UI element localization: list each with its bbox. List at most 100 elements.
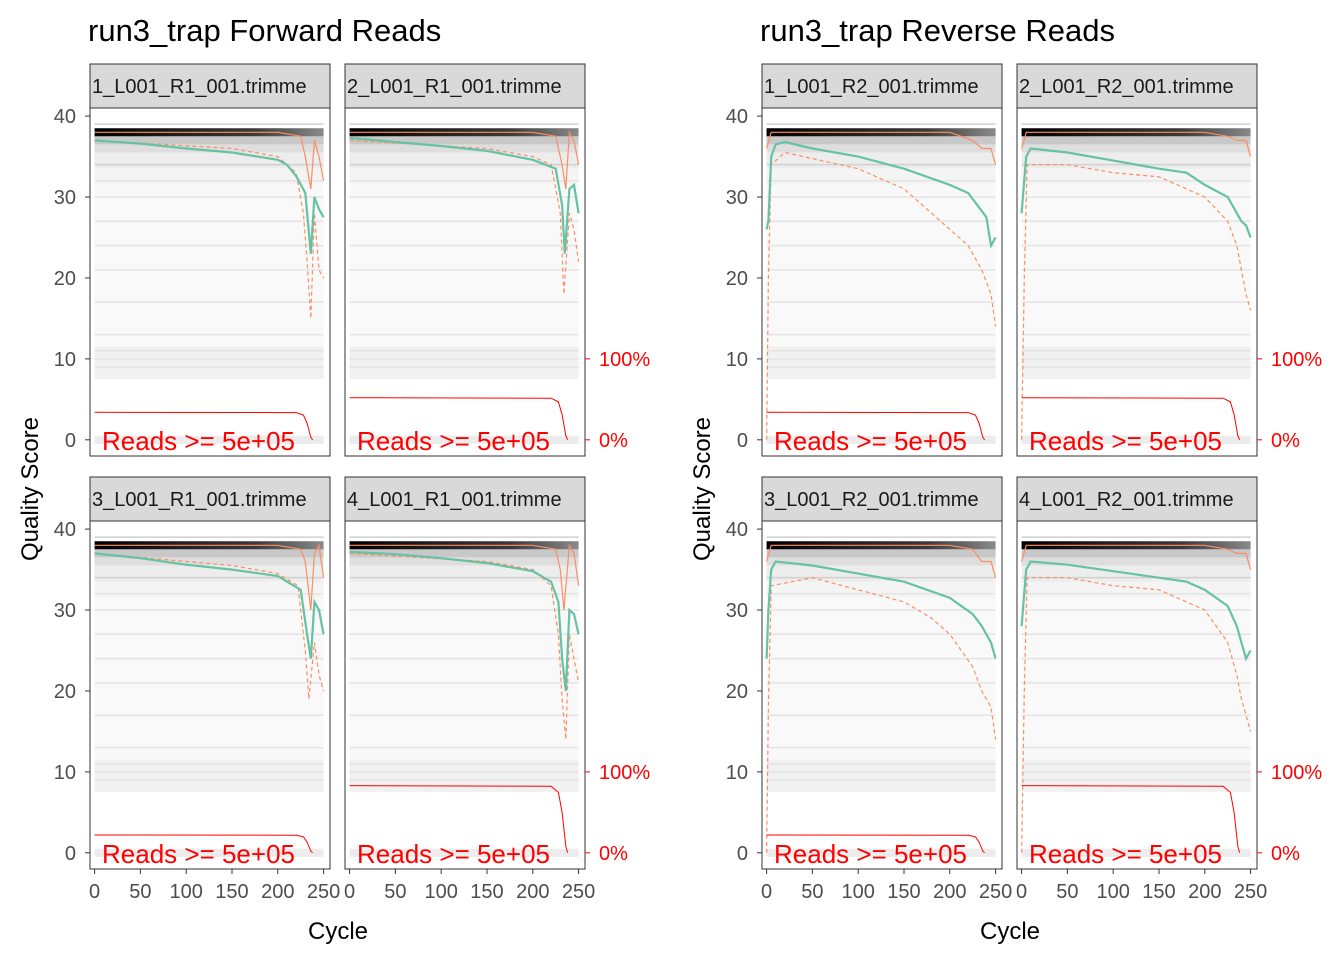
y-tick-label: 40 xyxy=(726,106,748,128)
facet-strip xyxy=(89,63,331,109)
reads-threshold-label: Reads >= 5e+05 xyxy=(357,839,550,869)
y-tick-label: 0 xyxy=(65,843,76,865)
x-axis-label: Cycle xyxy=(980,918,1040,945)
mean-quality-line xyxy=(765,560,997,659)
mean-quality-line xyxy=(1020,147,1252,238)
reads-threshold-label: Reads >= 5e+05 xyxy=(102,839,295,869)
right-axis-label: 100% xyxy=(1271,762,1322,784)
reads-threshold-label: Reads >= 5e+05 xyxy=(774,426,967,456)
y-tick-label: 20 xyxy=(726,268,748,290)
quantile-75-line xyxy=(1021,131,1252,157)
reads-threshold-label: Reads >= 5e+05 xyxy=(357,426,550,456)
panel-border xyxy=(1016,520,1258,870)
x-tick-label: 0 xyxy=(1016,881,1027,903)
quality-heatmap xyxy=(766,536,996,857)
quantile-25-line xyxy=(349,552,580,740)
quantile-75-line xyxy=(94,543,325,611)
y-tick-label: 20 xyxy=(54,268,76,290)
quality-heatmap xyxy=(349,123,579,444)
facet-panel: 2_L001_R1_001.trimme Reads >= 5e+05 100% 0% xyxy=(344,63,650,457)
quantile-25-line xyxy=(94,552,325,700)
x-tick-label: 200 xyxy=(516,881,549,903)
y-tick-label: 10 xyxy=(726,349,748,371)
y-tick-label: 40 xyxy=(726,519,748,541)
right-axis-label: 0% xyxy=(599,430,628,452)
x-tick-label: 250 xyxy=(979,881,1012,903)
x-tick-label: 250 xyxy=(562,881,595,903)
y-tick-label: 30 xyxy=(54,600,76,622)
y-tick-label: 10 xyxy=(726,762,748,784)
facet-strip-label: 1_L001_R2_001.trimme xyxy=(764,76,979,98)
x-tick-label: 0 xyxy=(89,881,100,903)
panel-border xyxy=(761,107,1003,457)
y-tick-label: 0 xyxy=(737,843,748,865)
reads-fraction-line xyxy=(1021,397,1241,440)
chart-reverse: run3_trap Reverse Reads Quality Score Cycl… xyxy=(689,13,1322,945)
quality-heatmap xyxy=(94,123,324,444)
mean-quality-line xyxy=(94,139,325,254)
y-tick-label: 10 xyxy=(54,349,76,371)
reads-fraction-line xyxy=(1021,785,1241,853)
facet-panel: 4_L001_R2_001.trimme Reads >= 5e+05 100% 0%… xyxy=(1016,476,1322,903)
x-tick-label: 150 xyxy=(887,881,920,903)
reads-threshold-label: Reads >= 5e+05 xyxy=(1029,426,1222,456)
facet-panel: 2_L001_R2_001.trimme Reads >= 5e+05 100% 0% xyxy=(1016,63,1322,457)
mean-quality-line xyxy=(765,140,997,249)
x-tick-label: 150 xyxy=(1142,881,1175,903)
y-tick-label: 20 xyxy=(726,681,748,703)
quality-heatmap xyxy=(1021,123,1251,444)
y-tick-label: 40 xyxy=(54,519,76,541)
right-axis-label: 100% xyxy=(599,762,650,784)
x-tick-label: 250 xyxy=(1234,881,1267,903)
reads-threshold-label: Reads >= 5e+05 xyxy=(102,426,295,456)
x-tick-label: 200 xyxy=(933,881,966,903)
reads-threshold-label: Reads >= 5e+05 xyxy=(1029,839,1222,869)
reads-fraction-line xyxy=(766,411,986,441)
right-axis-label: 0% xyxy=(1271,430,1300,452)
x-tick-label: 0 xyxy=(761,881,772,903)
y-tick-label: 30 xyxy=(726,187,748,209)
facet-strip-label: 1_L001_R1_001.trimme xyxy=(92,76,307,98)
chart-title: run3_trap Reverse Reads xyxy=(760,13,1115,48)
y-axis-label: Quality Score xyxy=(17,417,44,561)
quantile-75-line xyxy=(94,131,325,190)
x-tick-label: 0 xyxy=(344,881,355,903)
facet-strip xyxy=(344,63,586,109)
chart-forward: run3_trap Forward Reads Quality Score Cycl… xyxy=(17,13,650,945)
facet-strip-label: 2_L001_R1_001.trimme xyxy=(347,76,562,98)
reads-fraction-line xyxy=(349,397,569,440)
facet-panel: 1_L001_R2_001.trimme Reads >= 5e+05 0 10 20 3… xyxy=(726,63,1003,457)
x-tick-label: 150 xyxy=(470,881,503,903)
reads-fraction-line xyxy=(766,834,985,854)
y-tick-label: 0 xyxy=(737,430,748,452)
x-tick-label: 100 xyxy=(424,881,457,903)
mean-quality-line xyxy=(349,136,580,254)
facet-strip-label: 2_L001_R2_001.trimme xyxy=(1019,76,1234,98)
reads-fraction-line xyxy=(94,834,313,854)
x-tick-label: 200 xyxy=(1188,881,1221,903)
x-tick-label: 50 xyxy=(129,881,151,903)
mean-quality-line xyxy=(94,552,325,659)
x-axis-label: Cycle xyxy=(308,918,368,945)
x-tick-label: 100 xyxy=(169,881,202,903)
facet-panel: 1_L001_R1_001.trimme Reads >= 5e+05 0 10 20 3… xyxy=(54,63,331,457)
facet-strip xyxy=(89,476,331,522)
y-tick-label: 40 xyxy=(54,106,76,128)
panel-border xyxy=(1016,107,1258,457)
mean-quality-line xyxy=(1020,560,1252,662)
reads-fraction-line xyxy=(349,785,569,853)
facet-strip xyxy=(1016,63,1258,109)
y-tick-label: 30 xyxy=(726,600,748,622)
quantile-75-line xyxy=(1021,544,1252,570)
quantile-75-line xyxy=(766,544,997,578)
x-tick-label: 100 xyxy=(1096,881,1129,903)
facet-strip xyxy=(344,476,586,522)
quality-heatmap xyxy=(766,123,996,444)
quantile-25-line xyxy=(94,139,325,319)
facet-panel: 4_L001_R1_001.trimme Reads >= 5e+05 100% 0%… xyxy=(344,476,650,903)
x-tick-label: 50 xyxy=(384,881,406,903)
y-tick-label: 20 xyxy=(54,681,76,703)
panel-border xyxy=(761,520,1003,870)
facet-strip-label: 4_L001_R1_001.trimme xyxy=(347,489,562,511)
